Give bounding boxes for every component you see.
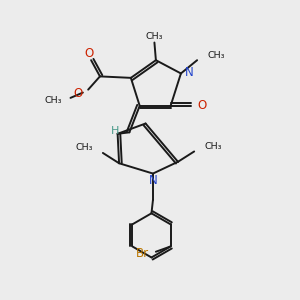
Text: Br: Br [135, 247, 148, 260]
Text: CH₃: CH₃ [207, 51, 225, 60]
Text: CH₃: CH₃ [44, 96, 62, 105]
Text: N: N [148, 173, 157, 187]
Text: CH₃: CH₃ [205, 142, 222, 151]
Text: H: H [111, 126, 119, 136]
Text: CH₃: CH₃ [146, 32, 163, 40]
Text: O: O [74, 87, 83, 100]
Text: CH₃: CH₃ [75, 143, 93, 152]
Text: O: O [84, 47, 93, 60]
Text: O: O [198, 99, 207, 112]
Text: N: N [185, 66, 194, 80]
